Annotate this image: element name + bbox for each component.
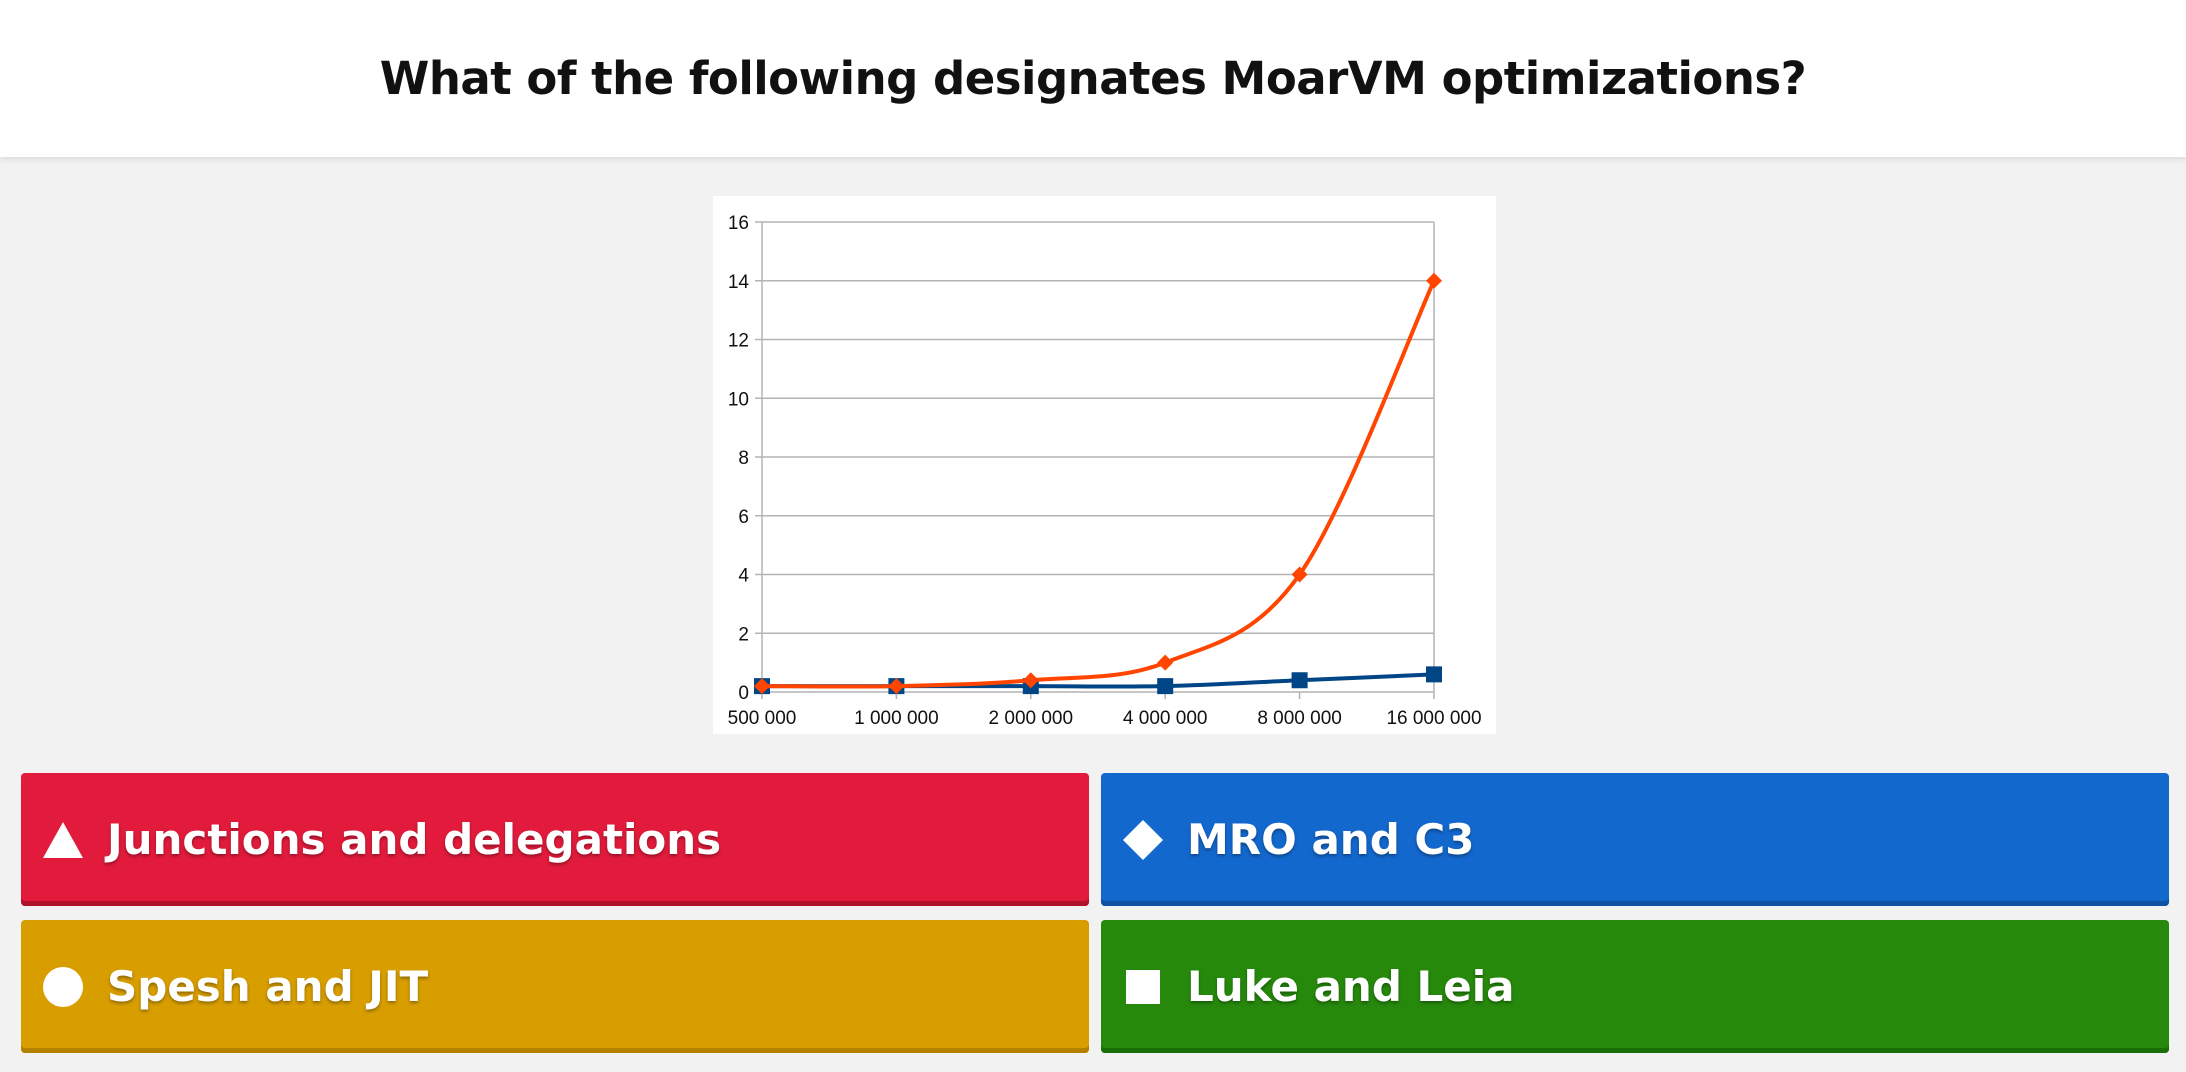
answer-label: Spesh and JIT (107, 962, 429, 1011)
y-tick-label: 4 (738, 566, 749, 587)
answer-label: Luke and Leia (1187, 962, 1515, 1011)
x-tick-label: 500 000 (728, 708, 797, 729)
triangle-icon (43, 820, 83, 860)
y-tick-label: 6 (738, 507, 749, 528)
answer-button-4[interactable]: Luke and Leia (1101, 920, 2169, 1053)
y-tick-label: 14 (728, 272, 750, 293)
y-tick-label: 16 (728, 213, 749, 234)
y-tick-label: 12 (728, 331, 749, 352)
y-tick-label: 10 (728, 389, 749, 410)
data-point-square (1426, 666, 1442, 683)
x-tick-label: 2 000 000 (989, 708, 1074, 729)
diamond-icon (1123, 819, 1163, 860)
square-icon (1123, 967, 1163, 1007)
y-tick-label: 8 (738, 448, 749, 469)
series-line (761, 279, 1436, 689)
x-tick-label: 1 000 000 (854, 708, 939, 729)
data-point-diamond (1291, 566, 1308, 583)
x-tick-label: 16 000 000 (1386, 708, 1481, 729)
answer-label: MRO and C3 (1187, 815, 1475, 864)
x-tick-label: 4 000 000 (1123, 708, 1208, 729)
answer-button-3[interactable]: Spesh and JIT (21, 920, 1089, 1053)
chart: 0 2 4 6 8 10 12 14 16 500 000 1 000 000 2 000 000 4 … (713, 196, 1496, 734)
x-tick-label: 8 000 000 (1257, 708, 1342, 729)
data-point-square (1157, 678, 1174, 695)
data-point-square (1291, 672, 1308, 689)
data-point-diamond (754, 678, 770, 695)
data-point-diamond (888, 678, 905, 695)
answer-button-2[interactable]: MRO and C3 (1101, 773, 2169, 906)
y-tick-label: 2 (738, 624, 749, 645)
answer-label: Junctions and delegations (107, 815, 722, 864)
circle-icon (43, 966, 83, 1007)
data-point-diamond (1157, 654, 1174, 671)
line-chart: 0 2 4 6 8 10 12 14 16 500 000 1 000 000 2 000 000 4 … (728, 213, 1482, 729)
answer-button-1[interactable]: Junctions and delegations (21, 773, 1089, 906)
data-point-diamond (1022, 672, 1039, 689)
question-header: What of the following designates MoarVM … (0, 0, 2186, 157)
y-tick-label: 0 (738, 683, 749, 704)
data-point-diamond (1426, 272, 1442, 289)
question-title: What of the following designates MoarVM … (379, 52, 1807, 105)
